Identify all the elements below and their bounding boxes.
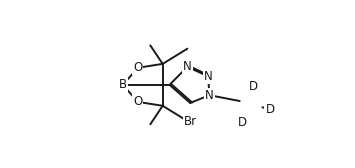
Text: N: N [204, 70, 212, 83]
Text: B: B [119, 78, 127, 91]
Text: O: O [133, 61, 143, 74]
Text: D: D [266, 103, 274, 116]
Text: O: O [133, 95, 143, 108]
Text: N: N [205, 89, 214, 102]
Text: D: D [238, 116, 247, 129]
Text: D: D [249, 80, 258, 93]
Text: N: N [183, 60, 192, 73]
Text: Br: Br [184, 115, 197, 128]
